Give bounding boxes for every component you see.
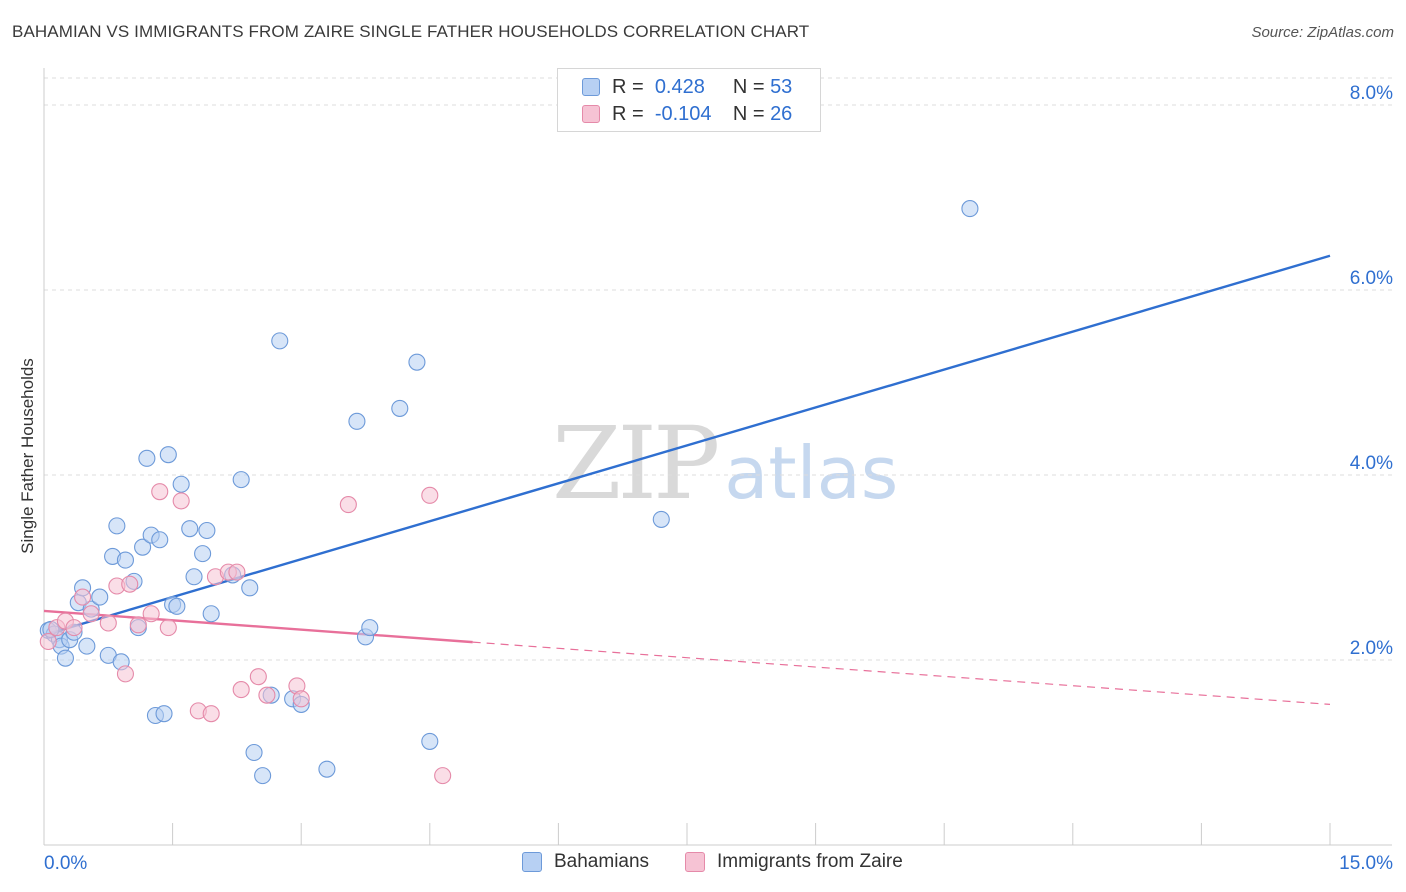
series-legend: Bahamians Immigrants from Zaire (0, 851, 1406, 877)
point-bahamian (271, 332, 289, 350)
legend-swatch-pink (582, 105, 600, 123)
point-zaire (258, 686, 276, 704)
legend-r-label: R = (612, 75, 644, 98)
y-tick-label: 8.0% (1350, 83, 1393, 104)
point-bahamian (134, 538, 152, 556)
point-zaire (151, 483, 169, 501)
legend-row-zaire: R = -0.104 N = 26 (582, 100, 792, 128)
correlation-legend: R = 0.428 N = 53 R = -0.104 N = 26 (557, 68, 821, 132)
legend-label-zaire: Immigrants from Zaire (717, 851, 903, 872)
trend-lines (43, 254, 1331, 705)
legend-label-bahamians: Bahamians (554, 851, 650, 872)
legend-row-bahamians: R = 0.428 N = 53 (582, 73, 792, 101)
legend-swatch-blue (582, 78, 600, 96)
point-zaire (292, 690, 310, 708)
watermark-atlas: atlas (724, 431, 899, 515)
point-bahamian (56, 649, 74, 667)
legend-r-value: -0.104 (654, 102, 712, 125)
point-zaire (121, 575, 139, 593)
chart-title: BAHAMIAN VS IMMIGRANTS FROM ZAIRE SINGLE… (12, 22, 810, 41)
point-bahamian (185, 568, 203, 586)
x-tick-label-max: 15.0% (1339, 853, 1393, 874)
grid-lines (44, 77, 1392, 661)
y-tick-label: 6.0% (1350, 268, 1393, 289)
legend-swatch-blue (522, 852, 542, 872)
legend-r-label: R = (612, 102, 644, 125)
legend-n-label: N = (732, 75, 765, 98)
point-bahamian (172, 475, 190, 493)
point-bahamian (198, 521, 216, 540)
point-zaire (159, 619, 177, 637)
point-bahamian (241, 579, 259, 597)
point-zaire (116, 665, 134, 683)
point-zaire (99, 614, 117, 632)
point-bahamian (91, 588, 109, 606)
point-bahamian (961, 200, 979, 218)
legend-n-value: 53 (770, 75, 793, 98)
point-bahamian (155, 705, 173, 723)
point-bahamian (181, 520, 199, 538)
point-bahamian (318, 760, 336, 778)
point-zaire (228, 563, 246, 581)
point-zaire (39, 632, 57, 651)
point-zaire (129, 616, 147, 634)
point-bahamian (361, 619, 379, 637)
y-tick-label: 2.0% (1350, 638, 1393, 659)
point-bahamian (408, 353, 426, 371)
point-bahamian (202, 605, 220, 623)
x-tick-label-min: 0.0% (44, 853, 87, 874)
y-axis-label: Single Father Households (18, 358, 37, 554)
watermark: ZIP atlas (552, 405, 898, 522)
data-points (39, 200, 979, 785)
point-bahamian (78, 637, 96, 655)
point-bahamian (194, 545, 212, 563)
y-tick-label: 4.0% (1350, 453, 1393, 474)
watermark-zip: ZIP (552, 405, 720, 522)
trend-line-zaire-solid (43, 609, 473, 644)
point-zaire (202, 705, 220, 723)
point-bahamian (421, 732, 439, 750)
point-bahamian (168, 597, 186, 615)
point-bahamian (159, 446, 177, 464)
point-zaire (339, 496, 357, 514)
axes (43, 68, 1392, 846)
point-bahamian (652, 510, 670, 528)
point-bahamian (232, 471, 250, 489)
point-bahamian (108, 517, 126, 535)
legend-n-value: 26 (770, 102, 793, 125)
legend-item-bahamians: Bahamians (522, 851, 649, 873)
legend-swatch-pink (685, 852, 705, 872)
point-zaire (65, 619, 83, 637)
point-bahamian (254, 767, 272, 785)
trend-line-bahamians (43, 254, 1331, 637)
source-credit: Source: ZipAtlas.com (1251, 24, 1394, 41)
legend-r-value: 0.428 (654, 75, 705, 98)
point-zaire (434, 767, 452, 785)
point-bahamian (391, 399, 409, 417)
point-zaire (249, 668, 267, 686)
point-bahamian (151, 531, 169, 549)
legend-item-zaire: Immigrants from Zaire (685, 851, 903, 873)
tick-labels: 2.0% 4.0% 6.0% 8.0% 0.0% 15.0% (44, 83, 1393, 874)
point-bahamian (116, 551, 134, 569)
point-zaire (74, 588, 92, 606)
point-bahamian (348, 412, 366, 430)
point-zaire (232, 681, 250, 699)
legend-n-label: N = (732, 102, 765, 125)
point-zaire (172, 492, 190, 510)
point-bahamian (245, 743, 263, 762)
point-zaire (82, 605, 100, 623)
point-bahamian (138, 449, 156, 467)
point-zaire (142, 605, 160, 623)
trend-line-zaire-dashed (472, 641, 1331, 705)
point-zaire (421, 486, 439, 504)
